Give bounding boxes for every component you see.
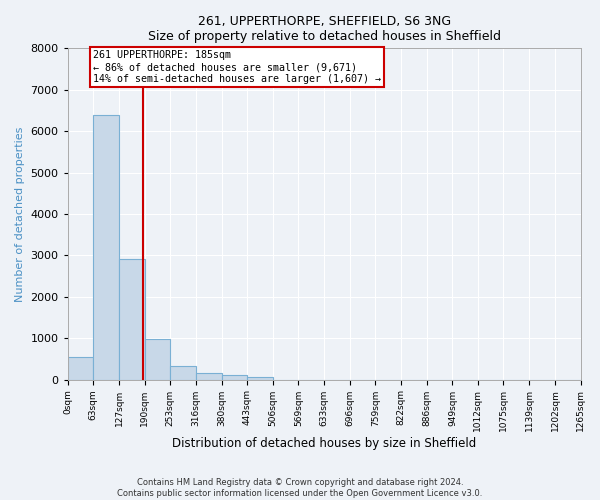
Bar <box>222 376 247 380</box>
Title: 261, UPPERTHORPE, SHEFFIELD, S6 3NG
Size of property relative to detached houses: 261, UPPERTHORPE, SHEFFIELD, S6 3NG Size… <box>148 15 500 43</box>
Bar <box>196 373 222 380</box>
Text: 261 UPPERTHORPE: 185sqm
← 86% of detached houses are smaller (9,671)
14% of semi: 261 UPPERTHORPE: 185sqm ← 86% of detache… <box>93 50 381 84</box>
Bar <box>119 258 145 380</box>
X-axis label: Distribution of detached houses by size in Sheffield: Distribution of detached houses by size … <box>172 437 476 450</box>
Y-axis label: Number of detached properties: Number of detached properties <box>15 126 25 302</box>
Bar <box>170 366 196 380</box>
Bar <box>247 377 273 380</box>
Bar <box>68 357 93 380</box>
Text: Contains HM Land Registry data © Crown copyright and database right 2024.
Contai: Contains HM Land Registry data © Crown c… <box>118 478 482 498</box>
Bar <box>93 114 119 380</box>
Bar <box>145 340 170 380</box>
